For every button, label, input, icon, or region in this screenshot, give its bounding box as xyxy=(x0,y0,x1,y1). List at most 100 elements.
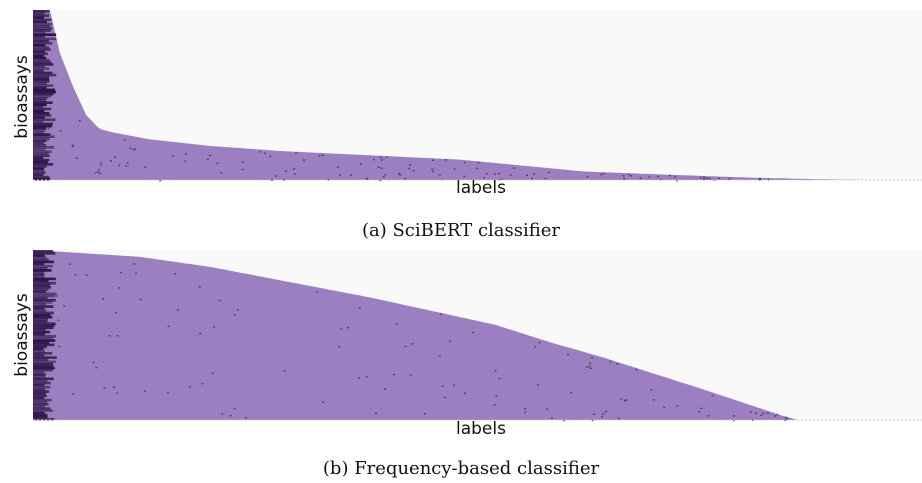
prediction-speck xyxy=(590,356,593,359)
frequent-label-band xyxy=(33,258,49,262)
prediction-speck xyxy=(708,177,711,180)
prediction-speck xyxy=(340,328,343,330)
frequent-label-band xyxy=(33,101,53,104)
prediction-speck xyxy=(119,271,122,274)
prediction-speck xyxy=(676,179,679,182)
frequent-label-band xyxy=(33,133,51,136)
prediction-speck xyxy=(650,389,653,391)
prediction-speck xyxy=(617,417,620,420)
frequent-label-band xyxy=(33,405,46,408)
prediction-speck xyxy=(143,390,146,392)
frequent-label-band xyxy=(33,337,53,340)
prediction-speck xyxy=(206,158,209,160)
prediction-speck xyxy=(635,368,638,371)
prediction-speck xyxy=(377,166,380,168)
prediction-speck xyxy=(59,130,62,132)
frequent-label-band xyxy=(33,366,55,370)
prediction-speck xyxy=(728,178,731,180)
prediction-speck xyxy=(669,174,671,177)
prediction-speck xyxy=(78,120,81,122)
frequent-label-band xyxy=(33,394,47,398)
frequent-label-band xyxy=(33,360,56,364)
prediction-speck xyxy=(525,174,528,176)
frequent-label-band xyxy=(33,250,54,253)
prediction-speck xyxy=(411,343,414,345)
frequent-label-band xyxy=(33,24,50,28)
prediction-speck xyxy=(733,415,735,417)
prediction-speck xyxy=(432,170,435,173)
heatmap-plot-a xyxy=(33,10,922,182)
prediction-speck xyxy=(495,395,498,397)
frequent-label-band xyxy=(33,324,55,327)
prediction-speck xyxy=(657,175,660,178)
frequent-label-band xyxy=(33,118,56,121)
frequent-label-band xyxy=(33,398,52,402)
frequent-label-band xyxy=(33,63,54,66)
prediction-speck xyxy=(108,335,111,337)
prediction-speck xyxy=(494,370,497,372)
frequent-label-band xyxy=(33,58,50,62)
frequent-label-band xyxy=(33,27,53,30)
frequent-label-band xyxy=(33,73,57,77)
prediction-speck xyxy=(639,177,642,179)
frequent-label-band xyxy=(33,315,53,319)
prediction-speck xyxy=(630,175,633,177)
prediction-speck xyxy=(216,162,219,164)
frequent-label-band xyxy=(33,379,48,383)
frequent-label-band xyxy=(33,99,46,102)
prediction-speck xyxy=(620,398,623,400)
frequent-label-band xyxy=(33,109,45,113)
frequent-label-band xyxy=(33,175,50,179)
caption: (b) Frequency-based classifier xyxy=(322,458,600,479)
frequent-label-band xyxy=(33,139,47,143)
frequent-label-band xyxy=(33,400,48,404)
prediction-speck xyxy=(54,323,56,325)
frequent-label-band xyxy=(33,154,50,158)
frequent-label-band xyxy=(33,143,47,147)
frequent-label-band xyxy=(33,160,48,164)
frequent-label-band xyxy=(33,50,46,53)
prediction-speck xyxy=(172,154,174,157)
prediction-speck xyxy=(707,415,710,417)
prediction-speck xyxy=(623,399,626,402)
prediction-speck xyxy=(295,152,298,154)
prediction-speck xyxy=(397,172,400,175)
frequent-label-band xyxy=(33,80,50,83)
frequent-label-band xyxy=(33,52,48,56)
prediction-speck xyxy=(211,372,214,374)
prediction-speck xyxy=(717,177,720,180)
frequent-label-band xyxy=(33,163,53,166)
prediction-speck xyxy=(444,159,447,161)
prediction-speck xyxy=(786,418,789,420)
prediction-speck xyxy=(339,174,341,176)
prediction-speck xyxy=(774,415,776,417)
frequent-label-band xyxy=(33,54,45,58)
frequent-label-band xyxy=(33,148,46,151)
prediction-speck xyxy=(513,167,515,169)
frequent-label-band xyxy=(33,371,45,374)
prediction-speck xyxy=(229,414,232,417)
frequent-label-band xyxy=(33,296,48,300)
prediction-speck xyxy=(471,331,474,334)
prediction-speck xyxy=(33,97,36,99)
frequent-label-band xyxy=(33,313,51,317)
frequent-label-band xyxy=(33,14,50,17)
prediction-speck xyxy=(322,401,324,403)
frequent-label-band xyxy=(33,373,46,376)
prediction-speck xyxy=(375,412,377,414)
frequent-label-band xyxy=(33,146,55,149)
frequent-label-band xyxy=(33,413,48,417)
prediction-speck xyxy=(199,332,202,335)
prediction-speck xyxy=(585,366,588,368)
prediction-speck xyxy=(349,174,352,176)
frequent-label-band xyxy=(33,339,56,342)
prediction-speck xyxy=(404,345,407,348)
prediction-speck xyxy=(605,410,608,413)
prediction-speck xyxy=(384,174,387,176)
prediction-speck xyxy=(550,417,553,419)
frequent-label-band xyxy=(33,320,48,323)
prediction-speck xyxy=(185,153,188,155)
frequent-label-band xyxy=(33,67,50,70)
prediction-speck xyxy=(144,166,147,168)
prediction-speck xyxy=(600,173,603,176)
